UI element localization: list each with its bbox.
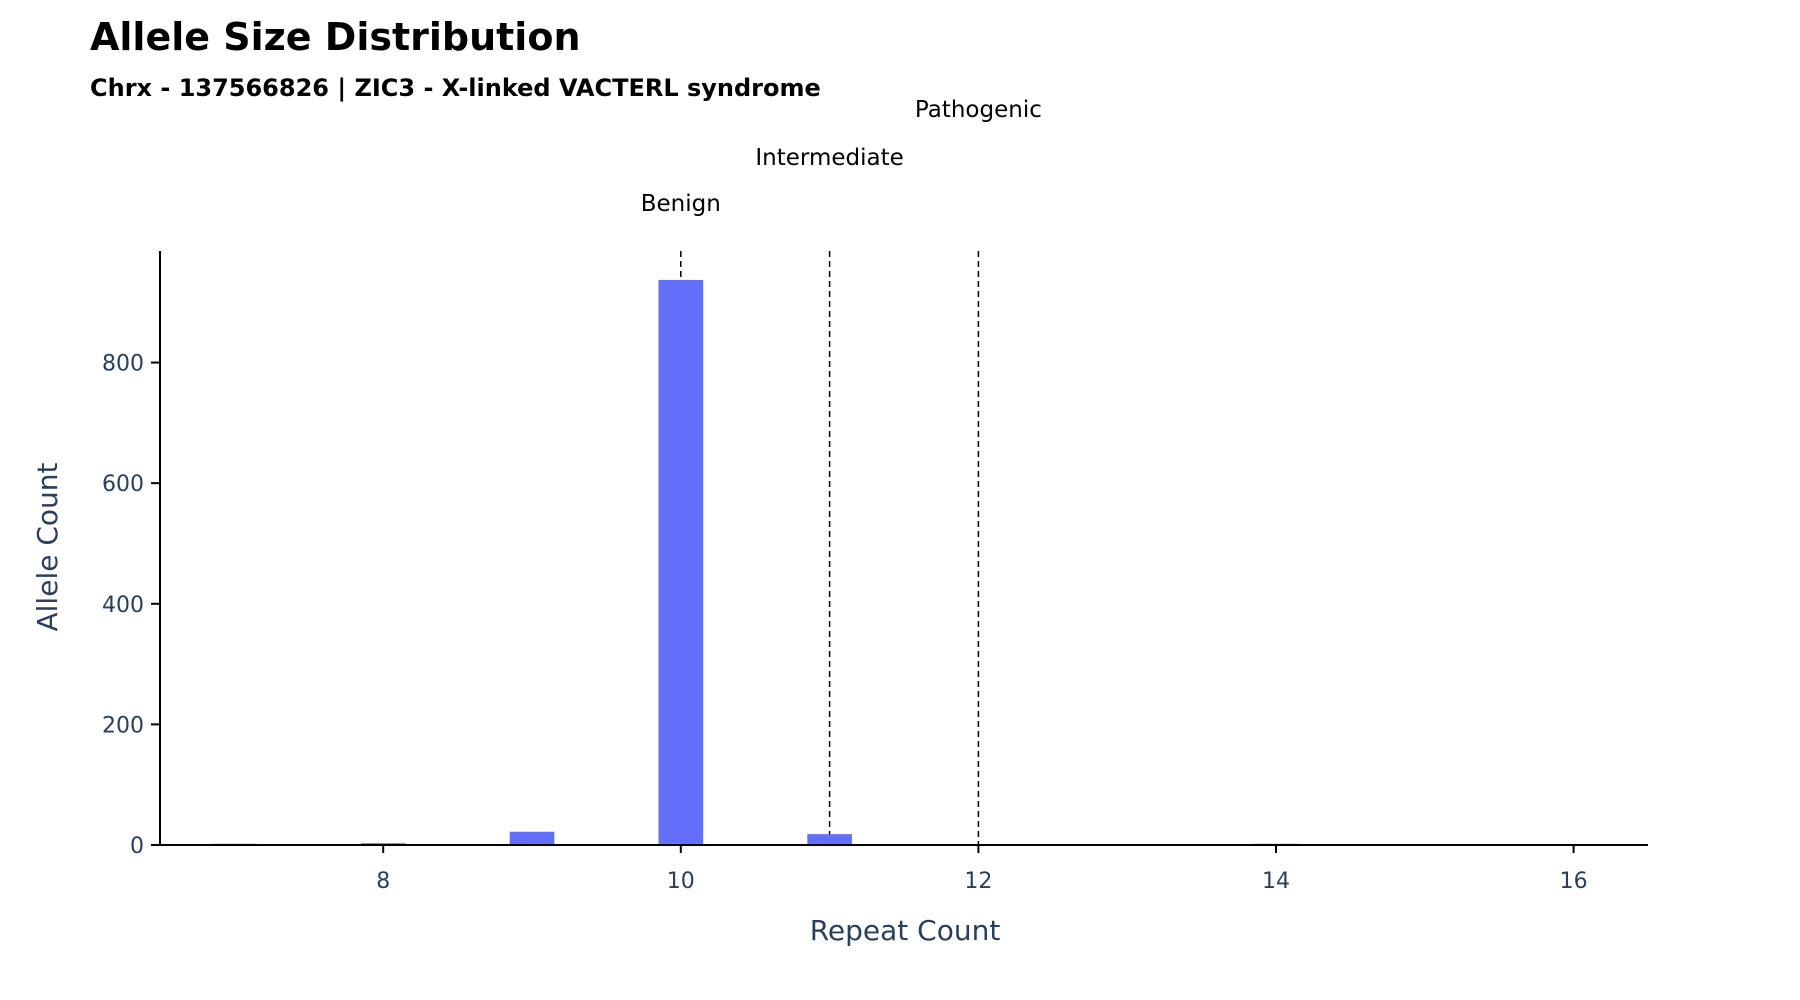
y-tick-label: 0 <box>130 834 144 859</box>
histogram-bar <box>509 831 555 845</box>
y-axis-title: Allele Count <box>31 462 64 631</box>
x-tick-label: 10 <box>667 869 695 894</box>
x-tick-label: 12 <box>964 869 992 894</box>
chart-subtitle: Chrx - 137566826 | ZIC3 - X-linked VACTE… <box>90 74 821 102</box>
threshold-label: Pathogenic <box>915 97 1042 123</box>
x-axis-ticks: 8 10 12 14 16 <box>376 845 1588 894</box>
y-tick-label: 800 <box>102 352 144 377</box>
threshold-label: Intermediate <box>755 145 903 171</box>
threshold-label: Benign <box>641 191 721 217</box>
histogram-bar <box>807 834 852 845</box>
histogram-bar <box>658 279 704 846</box>
y-tick-label: 200 <box>102 713 144 738</box>
chart-title: Allele Size Distribution <box>90 15 581 59</box>
histogram-bars <box>212 279 1299 846</box>
threshold-lines: Benign Intermediate Pathogenic <box>641 97 1042 845</box>
x-tick-label: 14 <box>1262 869 1290 894</box>
x-axis-title: Repeat Count <box>810 914 1001 947</box>
x-tick-label: 8 <box>376 869 390 894</box>
y-tick-label: 600 <box>102 472 144 497</box>
x-tick-label: 16 <box>1560 869 1588 894</box>
y-tick-label: 400 <box>102 593 144 618</box>
y-axis-ticks: 0 200 400 600 800 <box>102 352 160 859</box>
